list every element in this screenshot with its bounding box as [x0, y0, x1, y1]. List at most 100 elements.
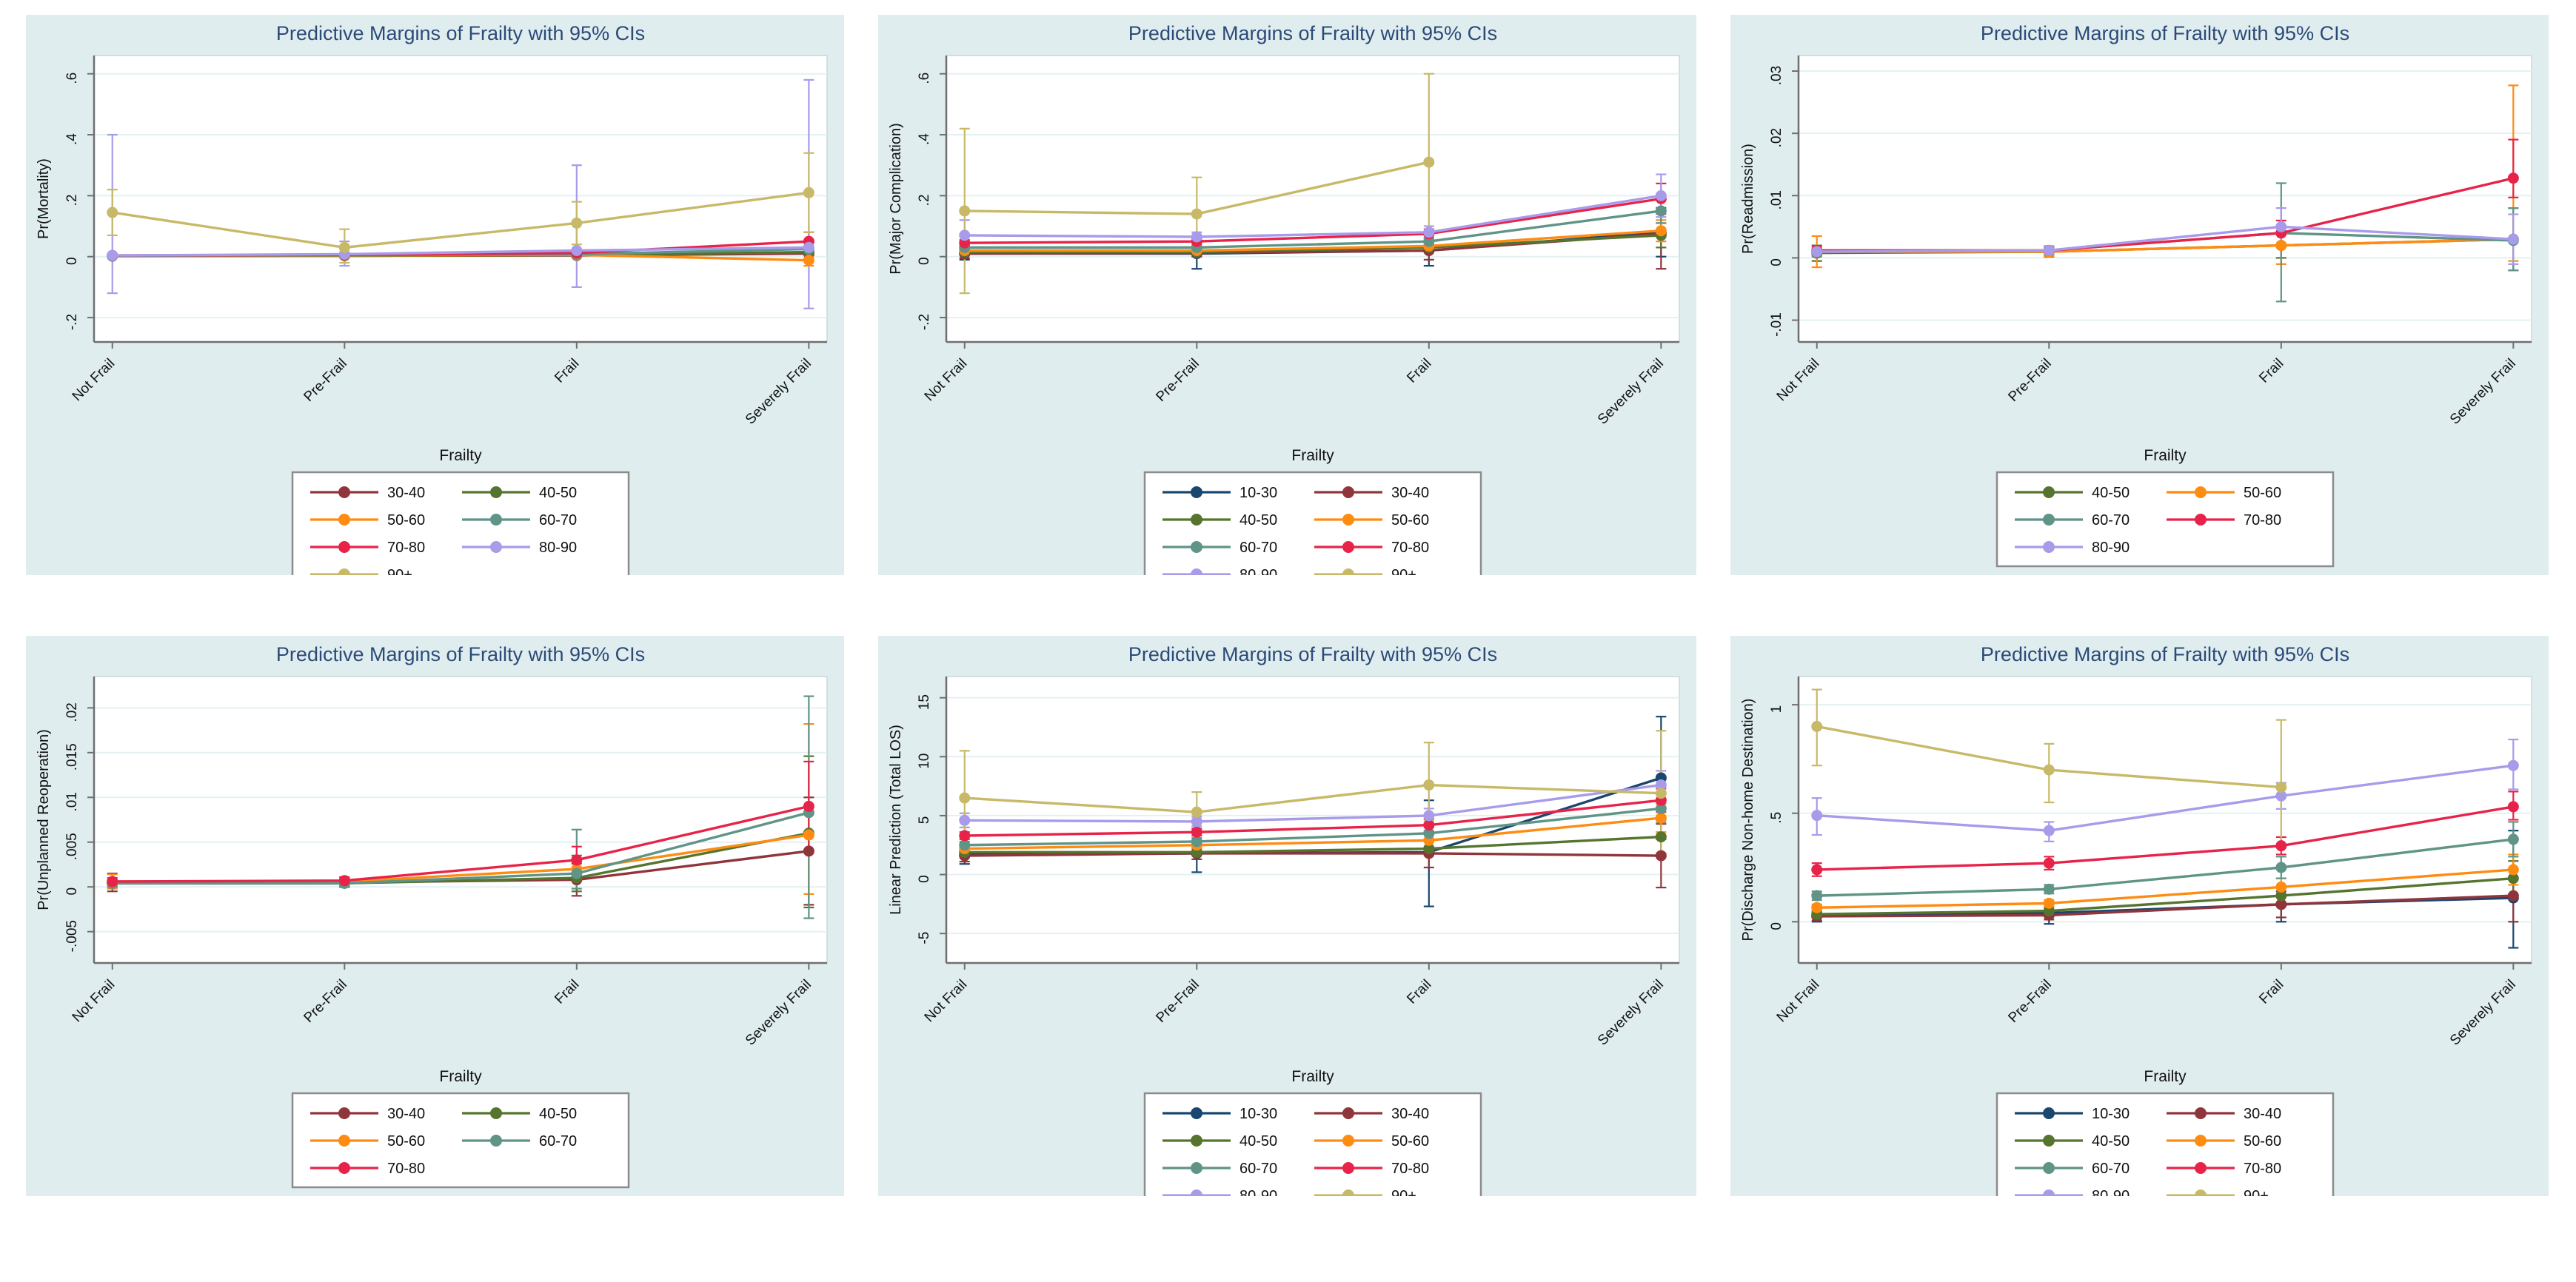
legend-label-90+: 90+ — [387, 567, 412, 575]
charts-grid: Predictive Margins of Frailty with 95% C… — [26, 15, 2549, 1196]
x-tick-label: Frail — [2256, 356, 2286, 386]
series-line-80-90 — [1816, 764, 2514, 832]
series-marker-80-90 — [1423, 810, 1435, 822]
x-tick-label: Pre-Frail — [301, 977, 349, 1026]
legend-label-30-40: 30-40 — [1391, 1106, 1429, 1122]
legend-marker-40-50 — [490, 486, 502, 498]
series-marker-80-90 — [1191, 231, 1202, 243]
legend-marker-80-90 — [2043, 1189, 2055, 1196]
legend-label-10-30: 10-30 — [2092, 1106, 2130, 1122]
y-tick-label: .01 — [1769, 190, 1784, 209]
legend-label-70-80: 70-80 — [2244, 512, 2281, 528]
series-line-30-40 — [1816, 894, 2514, 918]
series-marker-70-80 — [803, 800, 814, 812]
series-line-60-70 — [1816, 838, 2514, 897]
legend-label-10-30: 10-30 — [1240, 485, 1277, 501]
x-tick-label: Severely Frail — [1595, 356, 1667, 428]
y-tick-label: .01 — [64, 792, 80, 811]
chart-title: Predictive Margins of Frailty with 95% C… — [1128, 643, 1497, 665]
series-marker-80-90 — [1811, 246, 1823, 258]
legend-label-70-80: 70-80 — [387, 540, 425, 556]
series-marker-80-90 — [1655, 779, 1667, 791]
y-tick-label: .015 — [64, 743, 80, 771]
chart-panel-unplanned-reoperation: Predictive Margins of Frailty with 95% C… — [26, 636, 844, 1196]
chart-readmission-canvas: Predictive Margins of Frailty with 95% C… — [1740, 22, 2532, 568]
legend-label-60-70: 60-70 — [539, 512, 577, 528]
series-marker-80-90 — [1423, 226, 1435, 238]
legend-label-60-70: 60-70 — [539, 1133, 577, 1150]
series-marker-70-80 — [2275, 840, 2287, 852]
legend-marker-70-80 — [338, 1162, 350, 1174]
x-axis-title: Frailty — [2144, 1068, 2187, 1085]
series-line-80-90 — [964, 194, 1662, 238]
series-marker-50-60 — [803, 829, 814, 841]
chart-mortality-canvas: Predictive Margins of Frailty with 95% C… — [36, 22, 828, 575]
series-marker-90+ — [1191, 806, 1202, 818]
y-tick-label: -.2 — [917, 314, 932, 330]
legend-label-70-80: 70-80 — [1391, 540, 1429, 556]
y-tick-label: 0 — [917, 875, 932, 883]
legend-label-10-30: 10-30 — [1240, 1106, 1277, 1122]
x-tick-label: Severely Frail — [2447, 977, 2519, 1049]
x-tick-label: Frail — [552, 356, 582, 386]
chart-discharge-nonhome-canvas: Predictive Margins of Frailty with 95% C… — [1740, 643, 2532, 1196]
series-marker-80-90 — [2043, 244, 2055, 256]
series-marker-70-80 — [1811, 864, 1823, 876]
series-marker-80-90 — [2043, 825, 2055, 836]
series-marker-90+ — [959, 205, 971, 217]
y-tick-label: 15 — [917, 694, 932, 710]
series-line-90+ — [112, 191, 809, 249]
chart-major-complication-canvas: Predictive Margins of Frailty with 95% C… — [888, 22, 1680, 575]
legend-label-90+: 90+ — [2244, 1188, 2269, 1196]
series-line-50-60 — [1816, 868, 2514, 909]
legend-label-30-40: 30-40 — [1391, 485, 1429, 501]
series-marker-30-40 — [1655, 850, 1667, 862]
series-marker-50-60 — [2507, 864, 2519, 876]
legend-label-80-90: 80-90 — [2092, 540, 2130, 556]
series-marker-40-50 — [1655, 831, 1667, 843]
legend-label-40-50: 40-50 — [2092, 1133, 2130, 1150]
legend-marker-30-40 — [2195, 1107, 2207, 1119]
series-marker-60-70 — [1655, 205, 1667, 217]
series-marker-70-80 — [1191, 826, 1202, 838]
legend-label-40-50: 40-50 — [539, 1106, 577, 1122]
x-tick-label: Pre-Frail — [2005, 356, 2054, 405]
series-line-50-60 — [964, 229, 1662, 252]
legend-marker-50-60 — [1342, 514, 1354, 526]
series-marker-80-90 — [571, 244, 583, 256]
series-marker-90+ — [959, 792, 971, 804]
series-marker-80-90 — [2275, 221, 2287, 232]
series-marker-60-70 — [571, 867, 583, 879]
series-marker-90+ — [1191, 208, 1202, 220]
series-marker-90+ — [1423, 156, 1435, 168]
legend-label-90+: 90+ — [1391, 1188, 1416, 1196]
legend-marker-10-30 — [1191, 1107, 1202, 1119]
series-marker-80-90 — [1811, 810, 1823, 822]
series-marker-90+ — [803, 187, 814, 198]
legend-marker-90+ — [338, 568, 350, 575]
series-marker-90+ — [1811, 720, 1823, 732]
x-tick-label: Pre-Frail — [2005, 977, 2054, 1026]
legend-label-40-50: 40-50 — [539, 485, 577, 501]
y-tick-label: .6 — [917, 73, 932, 84]
chart-unplanned-reoperation-canvas: Predictive Margins of Frailty with 95% C… — [36, 643, 828, 1189]
series-line-60-70 — [964, 807, 1662, 847]
series-marker-50-60 — [1811, 902, 1823, 913]
legend-marker-60-70 — [2043, 1162, 2055, 1174]
series-marker-80-90 — [803, 241, 814, 253]
series-marker-70-80 — [959, 830, 971, 842]
y-tick-label: 0 — [1769, 922, 1784, 930]
series-line-70-80 — [112, 805, 809, 883]
plot-area — [93, 55, 828, 343]
series-line-40-50 — [964, 234, 1662, 254]
series-line-90+ — [964, 783, 1662, 813]
legend-marker-50-60 — [338, 1135, 350, 1147]
series-marker-80-90 — [107, 249, 118, 261]
series-marker-90+ — [2275, 782, 2287, 793]
series-line-80-90 — [112, 246, 809, 257]
legend-marker-90+ — [1342, 1189, 1354, 1196]
series-marker-70-80 — [107, 876, 118, 887]
series-marker-30-40 — [2275, 899, 2287, 910]
x-tick-label: Frail — [1404, 356, 1434, 386]
chart-total-los-canvas: Predictive Margins of Frailty with 95% C… — [888, 643, 1680, 1196]
